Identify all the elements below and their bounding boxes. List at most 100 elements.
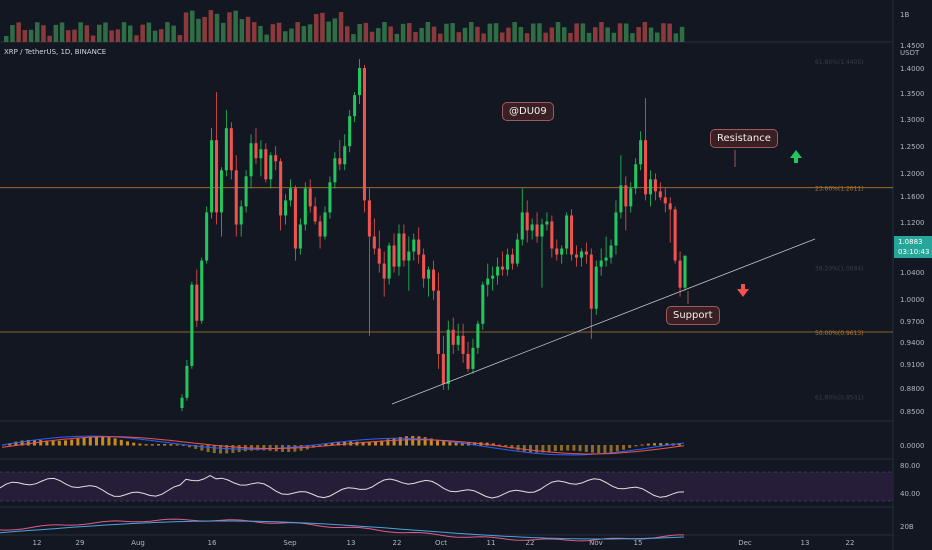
x-tick-label: 13 <box>801 539 810 547</box>
candle-body <box>678 260 682 288</box>
macd-line <box>1 435 685 456</box>
volume-bar <box>363 22 369 42</box>
candle-body <box>214 140 219 213</box>
candle-body <box>530 224 534 231</box>
y-tick-label: 1.2500 <box>900 143 925 151</box>
x-tick-label: 15 <box>634 539 643 547</box>
y-tick-label: 1.3000 <box>900 116 925 124</box>
macd-histogram-bar <box>361 441 365 446</box>
candle-body <box>609 245 613 258</box>
macd-histogram-bar <box>622 445 625 450</box>
candle-body <box>658 191 662 198</box>
volume-bar <box>568 32 573 42</box>
macd-histogram-bar <box>181 445 185 446</box>
y-tick-label: 0.8800 <box>900 385 925 393</box>
candle-body <box>382 263 386 279</box>
volume-bar <box>630 33 635 42</box>
macd-histogram-bar <box>126 441 129 446</box>
macd-histogram-bar <box>380 440 384 446</box>
candle-body <box>190 284 194 366</box>
y-tick-label: 0.9400 <box>900 339 925 347</box>
candle-body <box>200 260 204 321</box>
volume-bar <box>469 22 474 42</box>
candle-body <box>234 170 238 225</box>
volume-bar <box>345 26 350 42</box>
candle-body <box>348 116 352 147</box>
candle-body <box>451 329 455 345</box>
volume-bar <box>53 24 59 42</box>
candle-body <box>284 200 288 216</box>
macd-histogram-bar <box>398 437 402 446</box>
volume-bar <box>283 31 288 42</box>
candle-body <box>392 245 396 267</box>
volume-bar <box>227 12 232 43</box>
candle-body <box>486 278 490 285</box>
candle-body <box>579 251 583 258</box>
volume-bar <box>636 27 641 42</box>
volume-bar <box>41 25 46 42</box>
volume-bar <box>431 26 437 42</box>
x-tick-label: 16 <box>208 539 217 547</box>
candle-body <box>614 212 618 246</box>
volume-bar <box>314 14 319 42</box>
volume-bar <box>28 29 34 42</box>
bottom-indicator-line <box>0 520 685 540</box>
macd-histogram-bar <box>485 442 489 446</box>
y-tick-label: 1.4000 <box>900 65 925 73</box>
support-trendline <box>391 238 816 405</box>
candle-body <box>229 128 233 171</box>
candle-body <box>505 254 509 270</box>
volume-bar <box>59 22 65 42</box>
candle-body <box>446 329 450 384</box>
macd-histogram-bar <box>572 445 576 451</box>
candle-body <box>624 185 628 207</box>
macd-histogram-bar <box>460 442 464 446</box>
volume-bar <box>190 10 195 42</box>
macd-histogram-bar <box>628 445 632 449</box>
candle-body <box>594 266 598 309</box>
candle-body <box>629 188 633 207</box>
volume-bar <box>109 30 114 42</box>
macd-histogram-bar <box>113 438 117 446</box>
candle-body <box>387 245 391 279</box>
up-arrow-icon <box>790 150 802 163</box>
candle-body <box>525 212 529 231</box>
macd-histogram-bar <box>343 441 346 446</box>
volume-bar <box>165 22 170 42</box>
macd-histogram-bar <box>26 439 30 446</box>
volume-bar <box>400 23 406 42</box>
candle-body <box>338 158 342 165</box>
rsi-line <box>0 475 685 499</box>
candle-body <box>318 221 322 237</box>
rsi-axis-label: 40.00 <box>900 490 920 498</box>
candle-body <box>205 212 209 261</box>
y-tick-label: 0.8500 <box>900 408 925 416</box>
macd-histogram-bar <box>14 441 18 446</box>
macd-histogram-bar <box>429 438 433 446</box>
volume-bar <box>574 23 579 42</box>
volume-bar <box>332 18 338 42</box>
last-price-badge: 1.0883 03:10:43 <box>894 236 932 258</box>
volume-bar <box>599 22 604 42</box>
volume-bar <box>475 26 480 42</box>
volume-bar <box>667 23 672 42</box>
macd-histogram-bar <box>107 437 111 446</box>
macd-histogram-bar <box>64 440 67 446</box>
candle-body <box>412 239 416 252</box>
volume-bar <box>270 24 276 42</box>
x-tick-label: 12 <box>33 539 42 547</box>
macd-histogram-bar <box>318 445 322 446</box>
macd-histogram-bar <box>76 438 80 446</box>
candle-body <box>195 284 199 321</box>
macd-histogram-bar <box>640 444 644 446</box>
candle-body <box>496 266 500 276</box>
volume-bar <box>376 28 381 42</box>
rsi-band <box>0 472 893 501</box>
macd-histogram-bar <box>169 444 173 446</box>
y-tick-label: 1.3500 <box>900 90 925 98</box>
volume-bar <box>506 27 511 42</box>
macd-histogram-bar <box>194 445 198 449</box>
fib-label: 61.80%(0.8541) <box>815 395 864 402</box>
y-tick-label: 0.9100 <box>900 361 925 369</box>
